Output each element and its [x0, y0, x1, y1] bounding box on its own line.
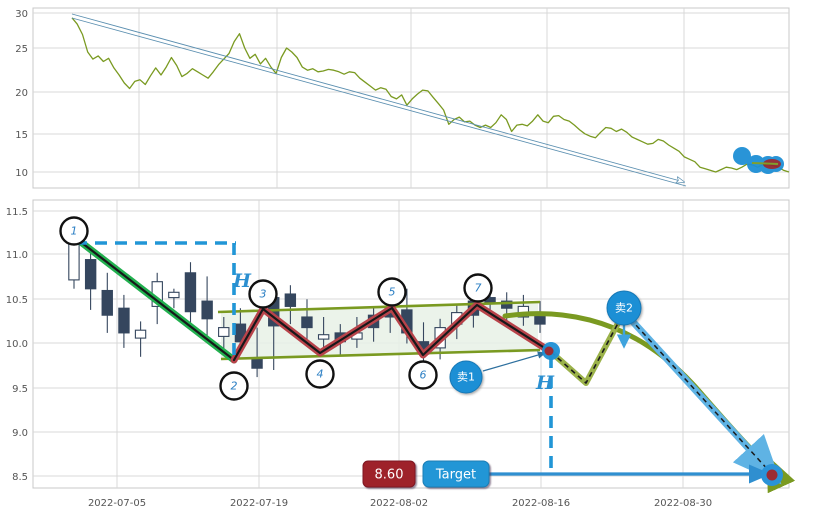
wave-label-7-text: 7 [475, 282, 482, 295]
sell2-label: 卖2 [615, 302, 633, 315]
upper-price-line [71, 17, 790, 173]
wave-label-1-text: 1 [71, 225, 78, 238]
candlestick [201, 276, 213, 340]
upper-trendline-bottom [71, 17, 687, 187]
upper-ytick-1: 25 [15, 44, 28, 55]
lower-ytick-4: 9.5 [12, 384, 28, 395]
candlestick [284, 285, 297, 325]
channel-lower-line [220, 348, 541, 361]
candlestick [301, 299, 313, 340]
wave-label-3-text: 3 [260, 288, 267, 301]
candlestick [134, 321, 147, 357]
target-marker[interactable] [761, 464, 783, 486]
wave-label-1[interactable]: 1 [59, 216, 89, 246]
candlestick [118, 294, 130, 348]
lower-ytick-3: 10.0 [6, 339, 28, 350]
lower-panel: 11.5 11.0 10.5 10.0 9.5 9.0 8.5 2022-07-… [6, 199, 796, 509]
candlestick [84, 246, 97, 310]
upper-panel: 30 25 20 15 10 [15, 7, 790, 189]
candlestick [184, 262, 197, 325]
upper-trendline-top [71, 13, 684, 182]
lower-xtick-0: 2022-07-05 [88, 498, 146, 509]
lower-ytick-5: 9.0 [12, 428, 28, 439]
wave-leg-1-2-core [71, 234, 236, 362]
upper-marker-blob [733, 147, 784, 174]
target-badge[interactable]: Target [422, 460, 490, 488]
candlestick [317, 317, 330, 351]
channel-upper-line [217, 300, 541, 314]
target-price-text: 8.60 [375, 468, 404, 483]
lower-gridlines [33, 200, 789, 488]
wave-label-2[interactable]: 2 [219, 371, 249, 401]
wave-label-5-text: 5 [389, 286, 396, 299]
sell2-marker[interactable]: 卖2 [606, 290, 642, 326]
target-badge-text: Target [435, 468, 476, 483]
height-label-left: H [232, 270, 252, 292]
wave-label-3[interactable]: 3 [248, 279, 278, 309]
wave-label-4[interactable]: 4 [305, 359, 335, 389]
sell1-label: 卖1 [457, 371, 475, 384]
lower-xtick-4: 2022-08-30 [654, 498, 712, 509]
lower-ytick-2: 10.5 [6, 295, 28, 306]
wave-label-4-text: 4 [317, 368, 324, 381]
upper-gridlines [33, 8, 789, 188]
wave-label-2-text: 2 [231, 380, 238, 393]
decline-projection-dash [623, 311, 771, 473]
wave-label-6[interactable]: 6 [408, 360, 438, 390]
lower-ytick-1: 11.0 [6, 250, 28, 261]
candlestick [218, 317, 230, 353]
upper-y-axis-labels: 30 25 20 15 10 [15, 9, 28, 179]
lower-y-axis-labels: 11.5 11.0 10.5 10.0 9.5 9.0 8.5 [6, 207, 28, 483]
lower-xtick-2: 2022-08-02 [370, 498, 428, 509]
lower-ytick-6: 8.5 [12, 472, 28, 483]
sell1-marker[interactable]: 卖1 [449, 360, 483, 394]
wave-label-7[interactable]: 7 [463, 273, 493, 303]
height-label-right: H [535, 372, 555, 394]
lower-xtick-3: 2022-08-16 [512, 498, 570, 509]
upper-ytick-4: 10 [15, 168, 28, 179]
upper-ytick-3: 15 [15, 130, 28, 141]
sell1-leader-line [482, 351, 547, 372]
sell1-price-dot [542, 342, 560, 360]
candlestick [251, 327, 263, 378]
lower-ytick-0: 11.5 [6, 207, 28, 218]
upper-ytick-0: 30 [15, 9, 28, 20]
candlestick [168, 288, 180, 309]
wave-label-6-text: 6 [420, 369, 427, 382]
zigzag-core [232, 303, 553, 362]
lower-x-axis-labels: 2022-07-05 2022-07-19 2022-08-02 2022-08… [88, 498, 712, 509]
wave-label-5[interactable]: 5 [377, 277, 407, 307]
target-price-badge[interactable]: 8.60 [362, 460, 416, 488]
candlestick [101, 272, 113, 333]
projection-zigzag-dash [550, 311, 625, 384]
lower-xtick-1: 2022-07-19 [230, 498, 288, 509]
upper-ytick-2: 20 [15, 88, 28, 99]
